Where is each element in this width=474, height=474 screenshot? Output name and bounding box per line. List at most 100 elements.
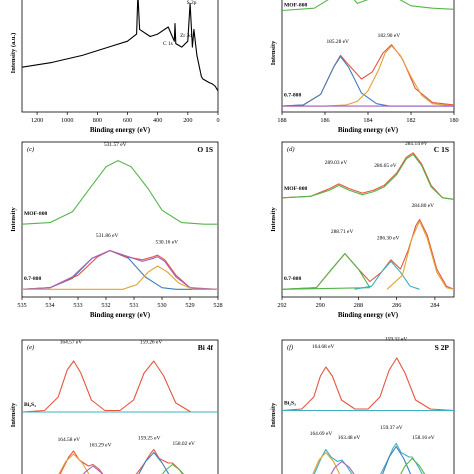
x-axis-label: Binding energy (eV) (90, 126, 151, 134)
series-line-6 (161, 463, 185, 474)
x-tick-label: 288 (354, 302, 363, 309)
plot-frame (281, 0, 455, 113)
x-axis-label: Binding energy (eV) (338, 126, 399, 134)
x-tick-label: 400 (153, 117, 162, 124)
peak-annotation: 164.69 eV (310, 431, 333, 437)
series-line-2 (282, 218, 454, 290)
x-tick-label: 530 (157, 302, 166, 309)
peak-annotation: 164.68 eV (312, 344, 335, 350)
y-axis-label: Intensity (10, 402, 17, 427)
series-line-1 (22, 249, 218, 290)
plot-frame (21, 141, 219, 298)
sample-label: 0.7-808 (284, 92, 301, 98)
x-tick-label: 1200 (31, 117, 43, 124)
plot-frame (281, 339, 455, 474)
peak-annotation: 159.32 eV (385, 337, 408, 343)
peak-annotation: 289.03 eV (325, 160, 348, 166)
x-tick-label: 535 (17, 302, 26, 309)
series-line-0 (282, 357, 454, 412)
x-tick-label: 182 (406, 117, 415, 124)
panel-a: 1200 1000 800 600 400 200 0 Binding energy (eV)… (10, 0, 220, 134)
plot-frame (21, 0, 219, 113)
x-axis-label: Binding energy (eV) (338, 311, 399, 319)
panel-e: Intensity(e)Bi 4fBi₂S₃0.7-808164.57 eV15… (10, 339, 219, 474)
x-tick-label: 534 (45, 302, 54, 309)
x-tick-label: 290 (316, 302, 325, 309)
series-line-4 (354, 260, 420, 290)
y-axis-label: Intensity (270, 402, 277, 427)
x-tick-label: 0 (216, 117, 219, 124)
x-axis-label: Binding energy (eV) (90, 311, 151, 319)
x-tick-label: 286 (392, 302, 401, 309)
series-line-4 (330, 460, 355, 474)
sample-label: MOF-808 (24, 211, 48, 217)
x-tick-label: 600 (123, 117, 132, 124)
series-line-3 (282, 253, 371, 290)
peak-annotation: S 2p (187, 0, 197, 6)
y-axis-label: Intensity (270, 206, 277, 231)
panel-label: (c) (27, 146, 34, 153)
panel-title: O 1S (197, 145, 213, 154)
series-line-2 (313, 442, 423, 474)
panel-label: (f) (287, 344, 293, 351)
peak-annotation: 164.57 eV (60, 340, 83, 346)
series-line-0 (22, 360, 218, 413)
peak-annotation: 163.48 eV (338, 435, 361, 441)
series-line-6 (400, 457, 426, 474)
sample-label: 0.7-808 (24, 276, 41, 282)
peak-annotation: 159.25 eV (138, 436, 161, 442)
series-line-3 (58, 453, 90, 474)
x-tick-label: 531 (129, 302, 138, 309)
peak-annotation: 284.80 eV (412, 203, 435, 209)
panel-title: Bi 4f (198, 343, 214, 352)
x-tick-label: 1000 (61, 117, 73, 124)
peak-annotation: 531.86 eV (96, 233, 119, 239)
series-line-3 (312, 451, 341, 474)
y-axis-label: Intensity (270, 40, 277, 65)
y-axis-label: Intensity (10, 206, 17, 231)
plot-frame (281, 141, 455, 298)
series-line-0 (282, 152, 454, 200)
peak-annotation: Zr 3d (180, 33, 192, 39)
y-axis-label: Intensity (a.u.) (10, 33, 17, 74)
series-line-0 (22, 160, 218, 225)
peak-annotation: 286.65 eV (374, 163, 397, 169)
x-tick-label: 186 (320, 117, 329, 124)
panel-d: 292 290 288 286 284 Binding energy (eV) Intens… (270, 141, 455, 319)
series-line-0 (282, 0, 454, 12)
sample-label: Bi₂S₃ (284, 401, 296, 407)
peak-annotation: 159.37 eV (380, 425, 403, 431)
panel-title: S 2P (435, 343, 450, 352)
series-line-0 (22, 0, 218, 92)
series-line-5 (386, 220, 454, 290)
series-line-2 (59, 448, 184, 474)
series-line-2 (22, 249, 218, 290)
x-tick-label: 532 (101, 302, 110, 309)
sample-label: 0.7-808 (284, 276, 301, 282)
peak-annotation: 164.58 eV (58, 437, 81, 443)
panel-label: (d) (287, 146, 295, 153)
peak-annotation: 163.29 eV (89, 443, 112, 449)
series-line-5 (382, 445, 412, 474)
series-line-1 (282, 44, 454, 107)
peak-annotation: 286.30 eV (377, 235, 400, 241)
x-tick-label: 284 (430, 302, 439, 309)
plot-frame (21, 339, 219, 474)
x-tick-label: 533 (73, 302, 82, 309)
series-line-3 (22, 249, 218, 290)
x-tick-label: 184 (363, 117, 372, 124)
peak-annotation: 158.16 eV (412, 435, 435, 441)
sample-label: MOF-808 (284, 186, 308, 192)
peak-annotation: 159.26 eV (140, 340, 163, 346)
sample-label: MOF-808 (284, 3, 308, 9)
x-tick-label: 529 (185, 302, 194, 309)
series-line-5 (138, 451, 170, 474)
peak-annotation: 288.71 eV (331, 229, 354, 235)
peak-annotation: 531.57 eV (104, 142, 127, 148)
panel-f: Intensity(f)S 2PBi₂S₃0.7-808164.68 eV159… (270, 337, 455, 474)
x-tick-label: 200 (183, 117, 192, 124)
series-line-1 (282, 153, 454, 200)
x-tick-label: 800 (93, 117, 102, 124)
peak-annotation: 158.02 eV (172, 441, 195, 447)
